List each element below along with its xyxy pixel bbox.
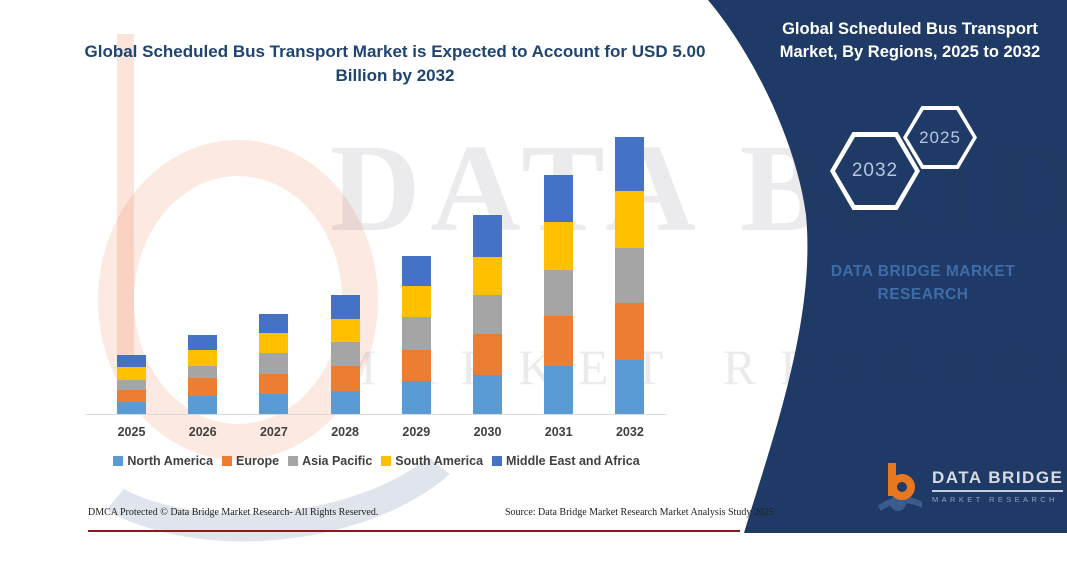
bar-segment-europe-2032 bbox=[615, 303, 645, 360]
panel-brand-line1: DATA BRIDGE MARKET bbox=[830, 263, 1016, 280]
legend-swatch-north-america bbox=[113, 456, 124, 466]
bar-segment-north-america-2028 bbox=[330, 391, 360, 414]
bar-segment-middle-east-and-africa-2027 bbox=[259, 313, 289, 333]
bar-2025 bbox=[117, 355, 146, 414]
data-bridge-logo: DATA BRIDGE MARKET RESEARCH bbox=[876, 461, 1064, 513]
bar-2030 bbox=[473, 214, 502, 414]
bar-2028 bbox=[330, 294, 360, 414]
bar-segment-europe-2026 bbox=[188, 377, 218, 396]
bar-segment-asia-pacific-2027 bbox=[259, 353, 289, 374]
footer-copyright: DMCA Protected © Data Bridge Market Rese… bbox=[88, 507, 379, 518]
legend-swatch-asia-pacific bbox=[288, 456, 299, 466]
x-tick-2031: 2031 bbox=[544, 425, 573, 439]
legend-label-asia-pacific: Asia Pacific bbox=[302, 454, 373, 468]
panel-brand-text: DATA BRIDGE MARKET RESEARCH bbox=[808, 260, 1038, 306]
bar-segment-south-america-2026 bbox=[188, 349, 218, 366]
bar-segment-asia-pacific-2026 bbox=[188, 365, 218, 378]
bar-segment-middle-east-and-africa-2029 bbox=[401, 255, 431, 286]
legend-swatch-middle-east-and-africa bbox=[492, 456, 503, 466]
bar-segment-south-america-2028 bbox=[330, 319, 360, 343]
bar-segment-asia-pacific-2031 bbox=[544, 269, 574, 316]
legend-swatch-south-america bbox=[381, 456, 392, 466]
legend-item-europe: Europe bbox=[222, 454, 279, 468]
bar-segment-north-america-2030 bbox=[473, 374, 502, 414]
logo-subtitle: MARKET RESEARCH bbox=[932, 495, 1058, 504]
hexagon-2032-label: 2032 bbox=[851, 160, 899, 181]
bar-segment-north-america-2029 bbox=[401, 380, 431, 414]
chart-area: 2025 2026 2027 2028 2029 2030 2031 2032 bbox=[86, 136, 666, 439]
bar-segment-north-america-2031 bbox=[544, 365, 574, 414]
logo-title: DATA BRIDGE bbox=[932, 468, 1064, 492]
bar-segment-south-america-2031 bbox=[544, 222, 574, 270]
bar-segment-asia-pacific-2032 bbox=[615, 248, 645, 304]
legend-item-middle-east-and-africa: Middle East and Africa bbox=[492, 454, 640, 468]
footer-source: Source: Data Bridge Market Research Mark… bbox=[505, 507, 774, 518]
data-bridge-logo-icon bbox=[878, 463, 922, 511]
bar-segment-north-america-2027 bbox=[259, 393, 289, 414]
bar-segment-south-america-2032 bbox=[615, 190, 645, 249]
bar-segment-north-america-2032 bbox=[615, 359, 645, 414]
bar-segment-europe-2029 bbox=[401, 349, 431, 381]
legend-label-middle-east-and-africa: Middle East and Africa bbox=[506, 454, 640, 468]
legend-item-asia-pacific: Asia Pacific bbox=[288, 454, 372, 468]
legend-swatch-europe bbox=[222, 456, 233, 466]
bar-segment-south-america-2029 bbox=[401, 285, 431, 318]
bar-segment-north-america-2026 bbox=[188, 395, 218, 414]
x-tick-2026: 2026 bbox=[188, 425, 217, 439]
x-tick-2028: 2028 bbox=[331, 425, 359, 439]
panel-title: Global Scheduled Bus Transport Market, B… bbox=[779, 20, 1041, 61]
legend-item-north-america: North America bbox=[113, 454, 213, 468]
legend-label-europe: Europe bbox=[236, 454, 280, 468]
x-tick-2025: 2025 bbox=[117, 425, 146, 439]
x-tick-2027: 2027 bbox=[259, 425, 288, 439]
bar-segment-north-america-2025 bbox=[117, 401, 146, 414]
bar-2031 bbox=[544, 175, 574, 414]
bar-segment-asia-pacific-2028 bbox=[330, 342, 360, 366]
bar-segment-south-america-2030 bbox=[473, 256, 502, 296]
bar-segment-europe-2025 bbox=[117, 389, 146, 402]
bar-segment-south-america-2025 bbox=[117, 367, 146, 380]
bar-segment-middle-east-and-africa-2028 bbox=[330, 294, 360, 320]
x-tick-2032: 2032 bbox=[615, 425, 644, 439]
x-tick-2030: 2030 bbox=[473, 425, 502, 439]
hexagon-2032: 2032 bbox=[830, 132, 920, 210]
bar-2026 bbox=[188, 334, 218, 414]
panel-brand-line2: RESEARCH bbox=[877, 286, 969, 303]
chart-title: Global Scheduled Bus Transport Market is… bbox=[84, 42, 706, 85]
bar-2027 bbox=[259, 313, 289, 414]
bar-segment-asia-pacific-2030 bbox=[473, 295, 502, 335]
bar-segment-middle-east-and-africa-2025 bbox=[117, 355, 146, 368]
x-axis-line bbox=[86, 414, 666, 415]
chart-legend: North America Europe Asia Pacific South Ame… bbox=[85, 454, 668, 468]
side-panel-shape bbox=[708, 0, 1067, 533]
legend-item-south-america: South America bbox=[381, 454, 483, 468]
bar-2029 bbox=[401, 255, 431, 414]
bar-segment-middle-east-and-africa-2030 bbox=[473, 214, 502, 257]
legend-label-north-america: North America bbox=[127, 454, 214, 468]
bar-segment-middle-east-and-africa-2032 bbox=[615, 136, 645, 191]
bar-segment-middle-east-and-africa-2031 bbox=[544, 175, 574, 223]
bar-segment-middle-east-and-africa-2026 bbox=[188, 334, 218, 350]
bar-segment-europe-2031 bbox=[544, 315, 574, 366]
legend-label-south-america: South America bbox=[395, 454, 484, 468]
bar-segment-asia-pacific-2025 bbox=[117, 379, 146, 390]
bar-segment-europe-2027 bbox=[259, 373, 289, 394]
x-tick-2029: 2029 bbox=[402, 425, 431, 439]
hexagon-2025-label: 2025 bbox=[919, 127, 961, 147]
bar-segment-south-america-2027 bbox=[259, 332, 289, 353]
footer-rule bbox=[88, 530, 740, 532]
bar-segment-europe-2030 bbox=[473, 334, 502, 375]
bar-2032 bbox=[615, 136, 645, 414]
bar-segment-europe-2028 bbox=[330, 365, 360, 392]
bar-segment-asia-pacific-2029 bbox=[401, 317, 431, 350]
